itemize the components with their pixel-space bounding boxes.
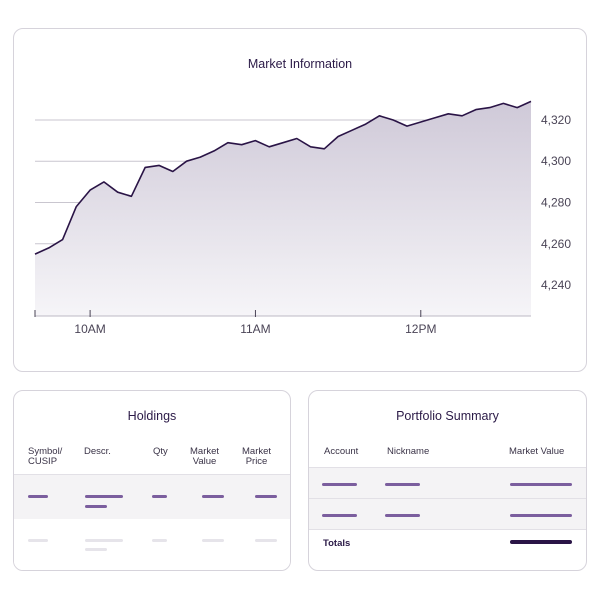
row-divider: [309, 498, 586, 499]
market-price-placeholder: [255, 539, 277, 542]
market-value-placeholder: [202, 539, 224, 542]
holdings-card: Holdings Symbol/ CUSIP Descr. Qty Market…: [13, 390, 291, 571]
x-tick-label: 10AM: [74, 322, 105, 336]
y-tick-label: 4,280: [541, 196, 571, 210]
col-symbol-cusip[interactable]: Symbol/ CUSIP: [28, 447, 62, 467]
col-qty-label: Qty: [153, 446, 168, 457]
qty-placeholder: [152, 539, 167, 542]
market-value-placeholder: [510, 483, 572, 486]
col-market-value-label: Market Value: [190, 446, 220, 467]
portfolio-summary-card: Portfolio Summary Account Nickname Marke…: [308, 390, 587, 571]
col-market-value[interactable]: Market Value: [190, 447, 219, 467]
totals-market-value-placeholder: [510, 540, 572, 544]
market-value-placeholder: [510, 514, 572, 517]
price-area: [35, 101, 531, 317]
row-divider: [309, 529, 586, 530]
col-market-price[interactable]: Market Price: [242, 447, 271, 467]
price-line: [34, 100, 532, 255]
descr-placeholder: [85, 495, 123, 498]
y-tick-label: 4,320: [541, 113, 571, 127]
col-market-value[interactable]: Market Value: [509, 447, 564, 457]
symbol-placeholder: [28, 539, 48, 542]
col-qty[interactable]: Qty: [153, 447, 168, 457]
header-divider: [309, 467, 586, 468]
y-tick-label: 4,260: [541, 237, 571, 251]
col-account-label: Account: [324, 446, 359, 457]
market-chart: 4,240 4,260 4,280 4,300 4,320 10AM 11AM 12PM: [34, 100, 571, 336]
col-symbol-cusip-label: Symbol/ CUSIP: [28, 446, 63, 467]
col-descr-label: Descr.: [84, 446, 111, 457]
y-tick-label: 4,240: [541, 278, 571, 292]
descr-placeholder-line2: [85, 505, 107, 508]
x-tick-label: 11AM: [240, 322, 270, 336]
nickname-placeholder: [385, 483, 420, 486]
header-divider: [14, 474, 290, 475]
market-value-placeholder: [202, 495, 224, 498]
portfolio-summary-title: Portfolio Summary: [396, 409, 499, 423]
descr-placeholder: [85, 539, 123, 542]
table-row[interactable]: [14, 475, 290, 519]
table-row[interactable]: [14, 519, 290, 570]
col-descr[interactable]: Descr.: [84, 447, 111, 457]
col-nickname[interactable]: Nickname: [387, 447, 429, 457]
market-information-card: Market Information 4,240 4,260 4,280 4,300 4…: [13, 28, 587, 372]
col-market-value-label: Market Value: [509, 446, 565, 457]
qty-placeholder: [152, 495, 167, 498]
y-tick-label: 4,300: [541, 154, 571, 168]
col-account[interactable]: Account: [324, 447, 358, 457]
col-nickname-label: Nickname: [387, 446, 430, 457]
account-placeholder: [322, 483, 357, 486]
chart-title: Market Information: [247, 57, 353, 71]
market-price-placeholder: [255, 495, 277, 498]
totals-label: Totals: [323, 538, 351, 549]
nickname-placeholder: [385, 514, 420, 517]
descr-placeholder-line2: [85, 548, 107, 551]
holdings-title: Holdings: [127, 409, 177, 423]
table-row[interactable]: [309, 468, 586, 498]
account-placeholder: [322, 514, 357, 517]
symbol-placeholder: [28, 495, 48, 498]
col-market-price-label: Market Price: [242, 446, 272, 467]
table-row[interactable]: [309, 499, 586, 529]
x-tick-label: 12PM: [405, 322, 436, 336]
